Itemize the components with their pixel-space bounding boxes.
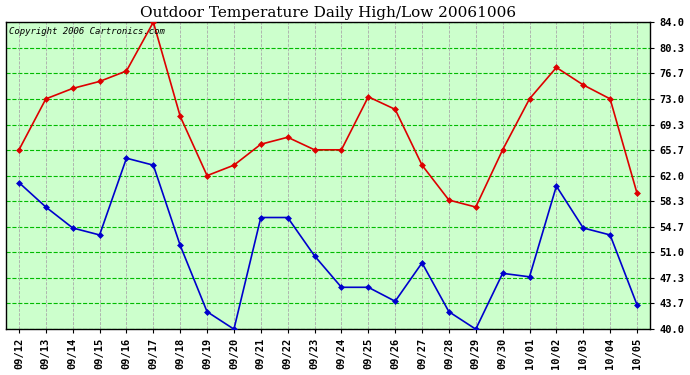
Text: Copyright 2006 Cartronics.com: Copyright 2006 Cartronics.com — [9, 27, 165, 36]
Title: Outdoor Temperature Daily High/Low 20061006: Outdoor Temperature Daily High/Low 20061… — [140, 6, 516, 20]
